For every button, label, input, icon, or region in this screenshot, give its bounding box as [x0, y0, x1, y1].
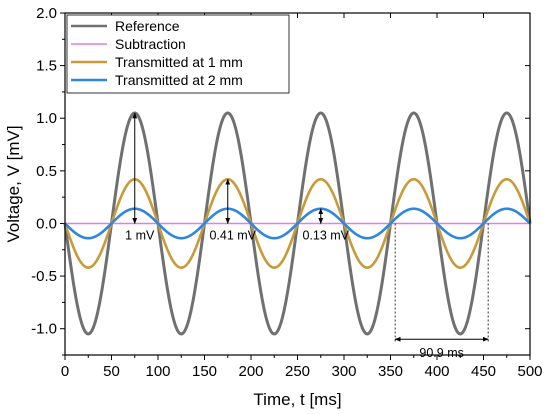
y-tick-label: 0.5 [36, 163, 57, 180]
x-tick-label: 450 [471, 363, 496, 380]
y-tick-label: 1.5 [36, 58, 57, 75]
annotations: 1 mV 0.41 mV 0.13 mV 90.9 ms [125, 112, 489, 360]
plot-frame [64, 12, 531, 356]
series-line-transmitted-at-2-mm [64, 207, 531, 240]
y-tick-label: 2.0 [36, 5, 57, 22]
x-tick-label: 200 [238, 363, 263, 380]
x-tick-label: 300 [331, 363, 356, 380]
ticks-layer: 0 50 100 150 200 250 300 350 400 450 500 -1.0 -0.5 0.… [31, 5, 542, 380]
x-tick-label: 100 [145, 363, 170, 380]
x-tick-label: 500 [517, 363, 542, 380]
x-tick-label: 150 [192, 363, 217, 380]
legend-entry: Subtraction [115, 36, 186, 52]
legend-entry: Reference [115, 18, 180, 34]
x-tick-label: 50 [103, 363, 120, 380]
legend: Reference Subtraction Transmitted at 1 mm T… [66, 14, 290, 94]
y-tick-label: -0.5 [31, 268, 57, 285]
x-tick-label: 250 [285, 363, 310, 380]
amplitude-label: 1 mV [125, 228, 155, 242]
period-label: 90.9 ms [419, 346, 463, 360]
x-tick-label: 350 [378, 363, 403, 380]
x-axis-title: Time, t [ms] [253, 390, 341, 409]
legend-entry: Transmitted at 1 mm [115, 54, 243, 70]
plot-area [63, 111, 532, 336]
amplitude-label: 0.13 mV [302, 228, 349, 242]
x-tick-label: 0 [61, 363, 69, 380]
y-tick-label: -1.0 [31, 321, 57, 338]
legend-entry: Transmitted at 2 mm [115, 72, 243, 88]
y-axis-title: Voltage, V [mV] [4, 125, 23, 242]
amplitude-label: 0.41 mV [209, 228, 256, 242]
y-tick-label: 1.0 [36, 110, 57, 127]
x-tick-label: 400 [424, 363, 449, 380]
y-tick-label: 0.0 [36, 215, 57, 232]
